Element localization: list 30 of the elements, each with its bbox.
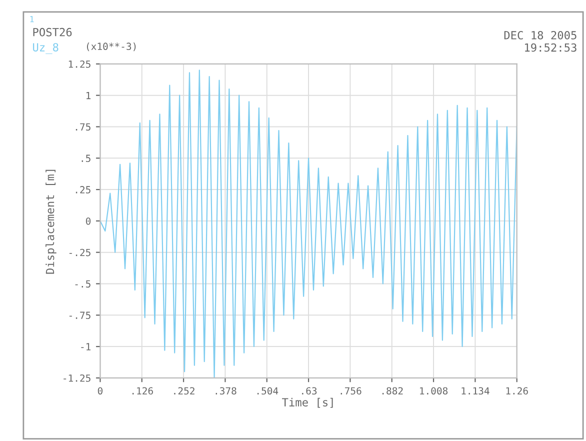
y-tick-label: .5 bbox=[82, 154, 90, 162]
x-tick-label: .378 bbox=[216, 387, 236, 395]
chart-title: POST26 bbox=[33, 28, 72, 36]
text: DEC 18 2005 bbox=[504, 31, 576, 40]
x-tick-label: .252 bbox=[174, 387, 194, 395]
y-tick-label: -1.25 bbox=[64, 374, 90, 382]
y-tick-label: -.25 bbox=[69, 248, 90, 256]
text: 1 bbox=[30, 16, 34, 22]
y-tick-label: 0 bbox=[86, 217, 91, 225]
y-axis-title: Displacement [m] bbox=[46, 170, 56, 274]
x-tick-label: 1.134 bbox=[462, 387, 490, 395]
x-axis-title: Time [s] bbox=[282, 398, 333, 408]
y-tick-label: 1.25 bbox=[68, 60, 90, 68]
x-tick-label: 0 bbox=[98, 387, 102, 395]
y-tick-label: -.5 bbox=[75, 280, 90, 288]
text: 19:52:53 bbox=[525, 43, 576, 52]
text: (x10**-3) bbox=[86, 42, 136, 52]
y-tick-label: -.75 bbox=[69, 312, 90, 319]
x-tick-label: .882 bbox=[382, 387, 403, 395]
text: Uz_8 bbox=[33, 43, 58, 54]
y-tick-label: .25 bbox=[76, 186, 90, 194]
x-tick-label: 1.008 bbox=[420, 387, 448, 395]
x-tick-label: .126 bbox=[132, 387, 153, 395]
x-tick-label: .756 bbox=[340, 387, 362, 395]
x-tick-label: .504 bbox=[257, 387, 278, 395]
y-tick-label: 1 bbox=[86, 92, 91, 100]
y-tick-label: .75 bbox=[76, 123, 90, 131]
x-tick-label: .63 bbox=[302, 387, 317, 395]
y-tick-label: -1 bbox=[81, 343, 91, 350]
x-tick-label: 1.26 bbox=[506, 387, 528, 395]
